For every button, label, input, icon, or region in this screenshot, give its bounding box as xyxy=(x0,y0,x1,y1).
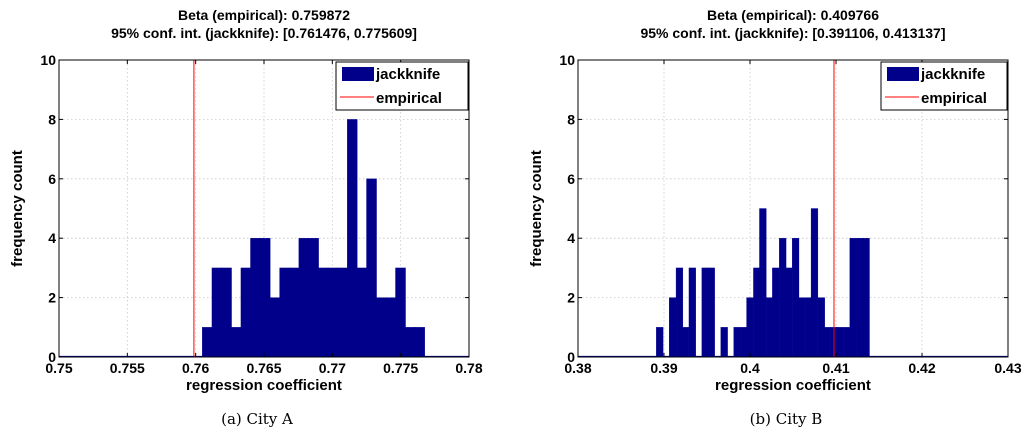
histogram-bar xyxy=(376,297,387,358)
chart-subtitle: 95% conf. int. (jackknife): [0.391106, 0… xyxy=(640,25,945,41)
histogram-bar xyxy=(385,297,396,358)
y-tick-label: 6 xyxy=(48,171,56,187)
histogram-bar xyxy=(211,267,223,358)
x-tick-label: 0.775 xyxy=(383,360,418,376)
histogram-bar xyxy=(817,297,825,358)
histogram-bar xyxy=(843,327,851,358)
histogram-bar xyxy=(298,238,310,358)
histogram-bar xyxy=(414,327,425,358)
histogram-bar xyxy=(766,297,774,358)
x-tick-label: 0.755 xyxy=(110,360,145,376)
histogram-bar xyxy=(836,327,844,358)
histogram-bar xyxy=(779,238,787,358)
histogram-bar xyxy=(669,297,677,358)
chart-subtitle: 95% conf. int. (jackknife): [0.761476, 0… xyxy=(111,25,417,41)
histogram-bar xyxy=(856,238,864,358)
y-tick-label: 8 xyxy=(48,111,56,127)
x-tick-label: 0.38 xyxy=(564,360,591,376)
histogram-bar xyxy=(327,267,339,358)
x-axis-label: regression coefficient xyxy=(715,377,871,394)
histogram-bar xyxy=(656,327,664,358)
axes-box xyxy=(577,59,1009,358)
y-axis-label: frequency count xyxy=(528,150,545,267)
histogram-bar xyxy=(772,267,780,358)
x-tick-label: 0.76 xyxy=(182,360,209,376)
histogram-bar xyxy=(785,267,793,358)
histogram-bar xyxy=(269,297,281,358)
x-tick-label: 0.78 xyxy=(455,360,482,376)
histogram-bar xyxy=(733,327,741,358)
histogram-bar xyxy=(279,267,290,358)
y-tick-label: 2 xyxy=(567,290,575,306)
histogram-bar xyxy=(675,267,684,358)
y-tick-label: 4 xyxy=(567,230,575,246)
histogram-bar xyxy=(366,178,377,358)
legend: jackknife empirical xyxy=(335,61,469,111)
x-tick-label: 0.42 xyxy=(908,360,935,376)
x-tick-label: 0.39 xyxy=(650,360,677,376)
histogram-bar xyxy=(804,297,813,358)
figure-caption: (b) City B xyxy=(750,410,823,428)
y-tick-label: 10 xyxy=(40,52,56,68)
y-tick-label: 0 xyxy=(48,349,56,365)
histogram-bar xyxy=(740,327,748,358)
y-axis-label: frequency count xyxy=(9,150,26,267)
x-tick-label: 0.41 xyxy=(822,360,849,376)
y-tick-label: 10 xyxy=(559,52,575,68)
histogram-bar xyxy=(240,267,252,358)
histogram-bar xyxy=(231,327,242,358)
histogram-bar xyxy=(862,238,870,358)
histogram-bar xyxy=(681,327,690,358)
legend-label-empirical: empirical xyxy=(921,90,987,107)
x-tick-label: 0.765 xyxy=(246,360,281,376)
legend-swatch-jackknife xyxy=(887,67,919,81)
histogram-bar xyxy=(746,297,754,358)
histogram-bar xyxy=(720,327,728,358)
histogram-bar xyxy=(688,267,696,358)
histogram-bar xyxy=(753,267,761,358)
histogram-bar xyxy=(810,208,819,358)
y-tick-label: 6 xyxy=(567,171,575,187)
histogram-bar xyxy=(701,267,709,358)
histogram-bar xyxy=(260,238,271,358)
histogram-bar xyxy=(337,267,348,358)
x-tick-label: 0.43 xyxy=(994,360,1021,376)
legend-label-empirical: empirical xyxy=(376,90,442,107)
legend-label-jackknife: jackknife xyxy=(375,66,440,83)
histogram-bar xyxy=(317,267,329,358)
histogram-bar xyxy=(707,267,715,358)
histogram-bar xyxy=(221,267,232,358)
legend-swatch-jackknife xyxy=(342,67,374,81)
x-axis-label: regression coefficient xyxy=(186,377,342,394)
figure-caption: (a) City A xyxy=(221,410,293,428)
x-tick-label: 0.4 xyxy=(740,360,760,376)
y-tick-label: 8 xyxy=(567,111,575,127)
x-tick-label: 0.77 xyxy=(319,360,346,376)
legend: jackknife empirical xyxy=(880,61,1008,111)
histogram-bar xyxy=(308,238,319,358)
y-tick-label: 0 xyxy=(567,349,575,365)
histogram-bar xyxy=(395,267,406,358)
y-tick-label: 2 xyxy=(48,290,56,306)
histogram-bar xyxy=(849,238,857,358)
histogram-bar xyxy=(250,238,261,358)
chart-title: Beta (empirical): 0.409766 xyxy=(707,7,879,23)
histogram-bar xyxy=(288,267,300,358)
y-tick-label: 4 xyxy=(48,230,56,246)
chart-panel-a: 0.75 0.755 0.76 0.765 0.77 0.775 0.78 0 2 4 6 8 10 Be… xyxy=(9,7,483,428)
histogram-bar xyxy=(823,327,831,358)
histogram-bar xyxy=(347,119,358,358)
chart-title: Beta (empirical): 0.759872 xyxy=(178,7,350,23)
histogram-bar xyxy=(798,297,806,358)
x-tick-label: 0.75 xyxy=(45,360,72,376)
histogram-bar xyxy=(405,327,416,358)
histogram-bar xyxy=(202,327,213,358)
histogram-bar xyxy=(356,267,368,358)
histogram-bar xyxy=(791,238,800,358)
histogram-bar xyxy=(759,208,767,358)
chart-panel-b: 0.38 0.39 0.4 0.41 0.42 0.43 0 2 4 6 8 10 Beta (empi… xyxy=(528,7,1022,428)
legend-label-jackknife: jackknife xyxy=(920,66,985,83)
